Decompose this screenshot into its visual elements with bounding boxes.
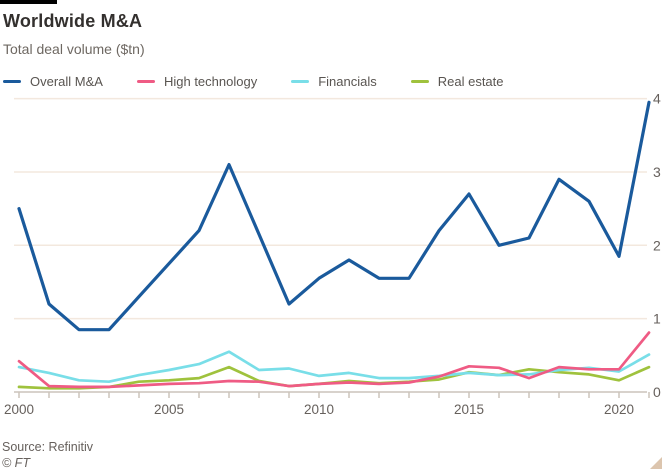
- x-tick-label-2020: 2020: [604, 402, 634, 417]
- legend-label-real-estate: Real estate: [437, 74, 504, 89]
- financials-swatch-icon: [291, 79, 310, 84]
- ft-accent-bar: [0, 0, 57, 4]
- ft-credit: © FT: [2, 456, 30, 470]
- legend-label-financials: Financials: [318, 74, 377, 89]
- x-tick-label-2010: 2010: [304, 402, 334, 417]
- x-tick-label-2015: 2015: [454, 402, 484, 417]
- chart-title: Worldwide M&A: [3, 11, 143, 31]
- y-tick-label-1: 1: [653, 311, 661, 327]
- y-tick-label-0: 0: [653, 384, 661, 400]
- legend-item-financials: Financials: [291, 74, 377, 89]
- y-tick-label-4: 4: [653, 91, 661, 107]
- x-tick-label-2000: 2000: [4, 402, 34, 417]
- series-line-high-technology: [17, 331, 651, 389]
- y-tick-label-2: 2: [653, 237, 661, 253]
- overall-ma-swatch-icon: [3, 79, 21, 84]
- real-estate-swatch-icon: [410, 79, 429, 84]
- source-note: Source: Refinitiv: [2, 440, 94, 454]
- series-line-financials: [17, 350, 651, 384]
- legend-label-overall-ma: Overall M&A: [30, 74, 103, 89]
- y-tick-label-3: 3: [653, 164, 661, 180]
- legend-item-overall-ma: Overall M&A: [3, 74, 103, 89]
- series-line-overall-m-a: [17, 100, 651, 332]
- x-tick-label-2005: 2005: [154, 402, 184, 417]
- resize-corner-icon: [650, 457, 662, 469]
- chart-subtitle: Total deal volume ($tn): [3, 41, 145, 57]
- legend-item-high-technology: High technology: [136, 74, 258, 89]
- high-technology-swatch-icon: [136, 79, 155, 84]
- legend: Overall M&A High technology Financials R…: [3, 74, 504, 89]
- legend-item-real-estate: Real estate: [410, 74, 504, 89]
- legend-label-high-technology: High technology: [163, 74, 258, 89]
